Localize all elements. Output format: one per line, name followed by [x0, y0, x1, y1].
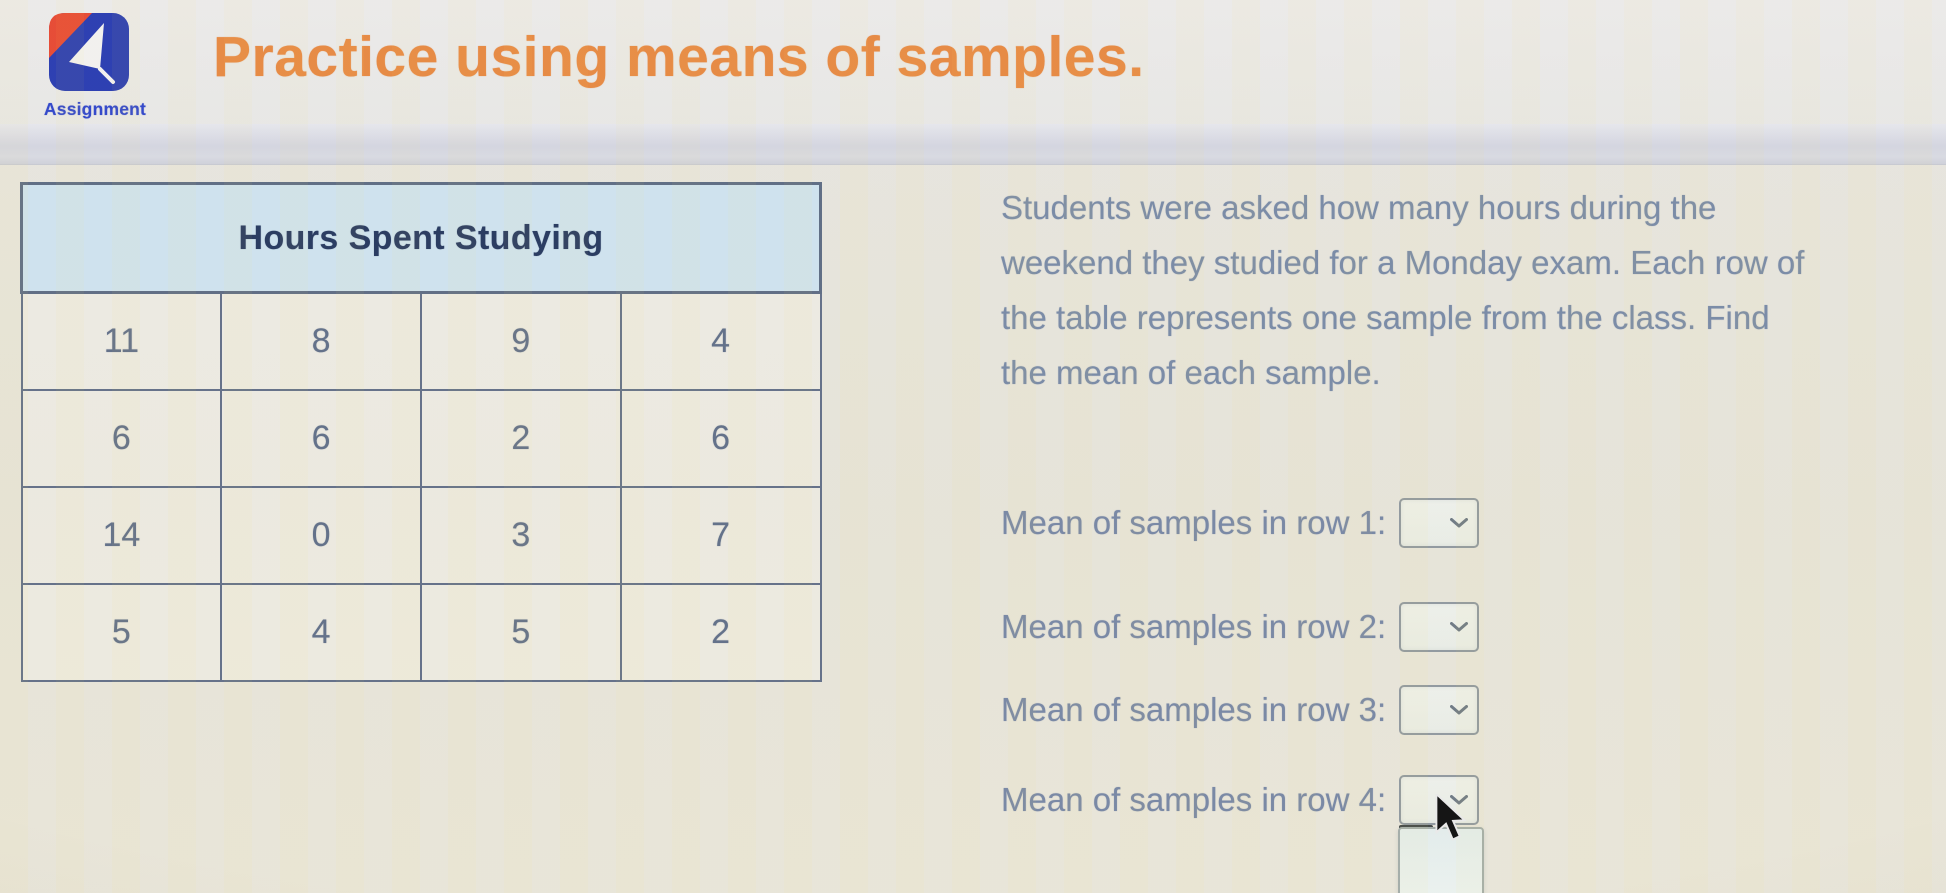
table-header-row: Hours Spent Studying — [20, 182, 822, 294]
page-header: Assignment Practice using means of sampl… — [0, 0, 1946, 124]
mean-row-2-select[interactable] — [1399, 602, 1480, 652]
table-cell: 6 — [220, 389, 422, 489]
mean-row-3-select[interactable] — [1399, 685, 1480, 735]
table-cell: 2 — [619, 583, 822, 682]
table-cell: 4 — [619, 291, 822, 392]
table-row-2: 6 6 2 6 — [20, 389, 822, 489]
assignment-kite-icon — [49, 13, 129, 91]
mean-row-1-label: Mean of samples in row 1: — [1001, 504, 1387, 541]
table-cell: 0 — [220, 486, 422, 586]
table-cell: 5 — [20, 583, 223, 682]
table-cell: 2 — [420, 389, 622, 489]
table-cell: 4 — [220, 583, 422, 682]
table-cell: 7 — [619, 486, 822, 586]
header-divider — [0, 124, 1946, 165]
mouse-cursor-arrow — [1435, 794, 1467, 841]
hours-spent-studying-table: Hours Spent Studying 11 8 9 4 6 6 2 6 14… — [20, 182, 822, 682]
mean-row-4-label: Mean of samples in row 4: — [1001, 781, 1387, 818]
table-cell: 11 — [20, 291, 223, 392]
table-cell: 6 — [20, 389, 223, 489]
mean-row-2-label: Mean of samples in row 2: — [1001, 608, 1387, 645]
table-row-1: 11 8 9 4 — [20, 291, 822, 392]
assignment-app-icon — [48, 12, 132, 94]
table-cell: 9 — [420, 291, 622, 392]
question-row-4: Mean of samples in row 4: — [1001, 775, 1485, 893]
question-row-3: Mean of samples in row 3: — [1001, 685, 1480, 735]
instructions-text: Students were asked how many hours durin… — [1001, 189, 1805, 391]
table-row-4: 5 4 5 2 — [20, 583, 822, 682]
question-row-1: Mean of samples in row 1: — [1001, 498, 1480, 548]
chevron-down-icon — [1450, 705, 1469, 715]
table-cell: 3 — [420, 486, 622, 586]
table-title: Hours Spent Studying — [20, 182, 822, 294]
mean-row-3-label: Mean of samples in row 3: — [1001, 691, 1387, 728]
chevron-down-icon — [1450, 518, 1469, 528]
chevron-down-icon — [1450, 622, 1469, 632]
mean-row-1-select[interactable] — [1399, 498, 1480, 548]
dropdown-open-list[interactable] — [1398, 827, 1485, 893]
table-cell: 6 — [619, 389, 822, 489]
table-row-3: 14 0 3 7 — [20, 486, 822, 586]
question-row-2: Mean of samples in row 2: — [1001, 602, 1480, 652]
chevron-down-icon — [1450, 795, 1469, 805]
page-title: Practice using means of samples. — [213, 25, 1145, 89]
assignment-app-label: Assignment — [43, 99, 147, 119]
table-cell: 5 — [420, 583, 622, 682]
table-cell: 8 — [220, 291, 422, 392]
table-cell: 14 — [20, 486, 223, 586]
